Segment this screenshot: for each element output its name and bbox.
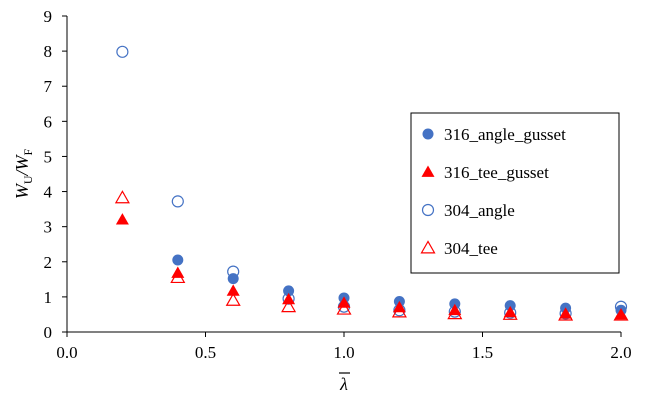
y-tick-label: 8 — [44, 42, 53, 61]
y-tick-label: 9 — [44, 7, 53, 26]
data-point — [227, 273, 239, 285]
legend-marker — [421, 165, 435, 177]
y-tick-label: 0 — [44, 323, 53, 342]
series-316_tee_gusset — [115, 213, 628, 320]
data-point — [559, 307, 573, 319]
data-point — [448, 303, 462, 316]
y-tick-label: 1 — [44, 288, 53, 307]
legend-marker — [420, 240, 436, 254]
legend-box — [410, 112, 620, 274]
y-axis-label-part: U — [21, 175, 35, 184]
x-tick-label: 1.0 — [333, 343, 354, 362]
legend-marker — [422, 128, 434, 140]
y-tick-label: 2 — [44, 253, 53, 272]
data-point — [614, 307, 628, 320]
x-tick-label: 0.5 — [195, 343, 216, 362]
y-axis-label: WU/WF — [12, 149, 35, 200]
data-point — [171, 266, 185, 278]
data-point — [283, 285, 295, 297]
x-axis-label: λ — [339, 374, 348, 394]
legend-marker — [421, 203, 435, 217]
data-point — [172, 254, 184, 266]
data-point — [116, 45, 129, 58]
legend-entry-label: 304_angle — [444, 201, 515, 220]
data-point — [504, 300, 516, 312]
data-point — [503, 305, 517, 318]
legend-entry-label: 304_tee — [444, 239, 498, 258]
y-tick-label: 5 — [44, 147, 53, 166]
data-point — [337, 296, 351, 308]
legend-entry-label: 316_angle_gusset — [444, 125, 566, 144]
y-axis-label-part: W — [12, 182, 32, 199]
legend-entry-label: 316_tee_gusset — [444, 163, 549, 182]
x-tick-label: 2.0 — [610, 343, 631, 362]
y-tick-label: 6 — [44, 112, 53, 131]
data-point — [225, 292, 241, 306]
y-tick-label: 7 — [44, 77, 53, 96]
x-tick-label: 0.0 — [56, 343, 77, 362]
data-point — [115, 213, 129, 225]
data-point — [336, 301, 352, 315]
y-axis-label-part: F — [21, 149, 35, 156]
series-316_angle_gusset — [172, 254, 627, 316]
data-point — [114, 190, 130, 204]
y-axis-label-part: /W — [12, 154, 32, 177]
x-tick-label: 1.5 — [472, 343, 493, 362]
y-tick-label: 4 — [44, 183, 53, 202]
data-point — [226, 284, 240, 296]
data-point — [392, 300, 406, 313]
data-point — [171, 195, 184, 208]
data-point — [281, 299, 297, 313]
data-point — [282, 292, 296, 305]
y-tick-label: 3 — [44, 218, 53, 237]
